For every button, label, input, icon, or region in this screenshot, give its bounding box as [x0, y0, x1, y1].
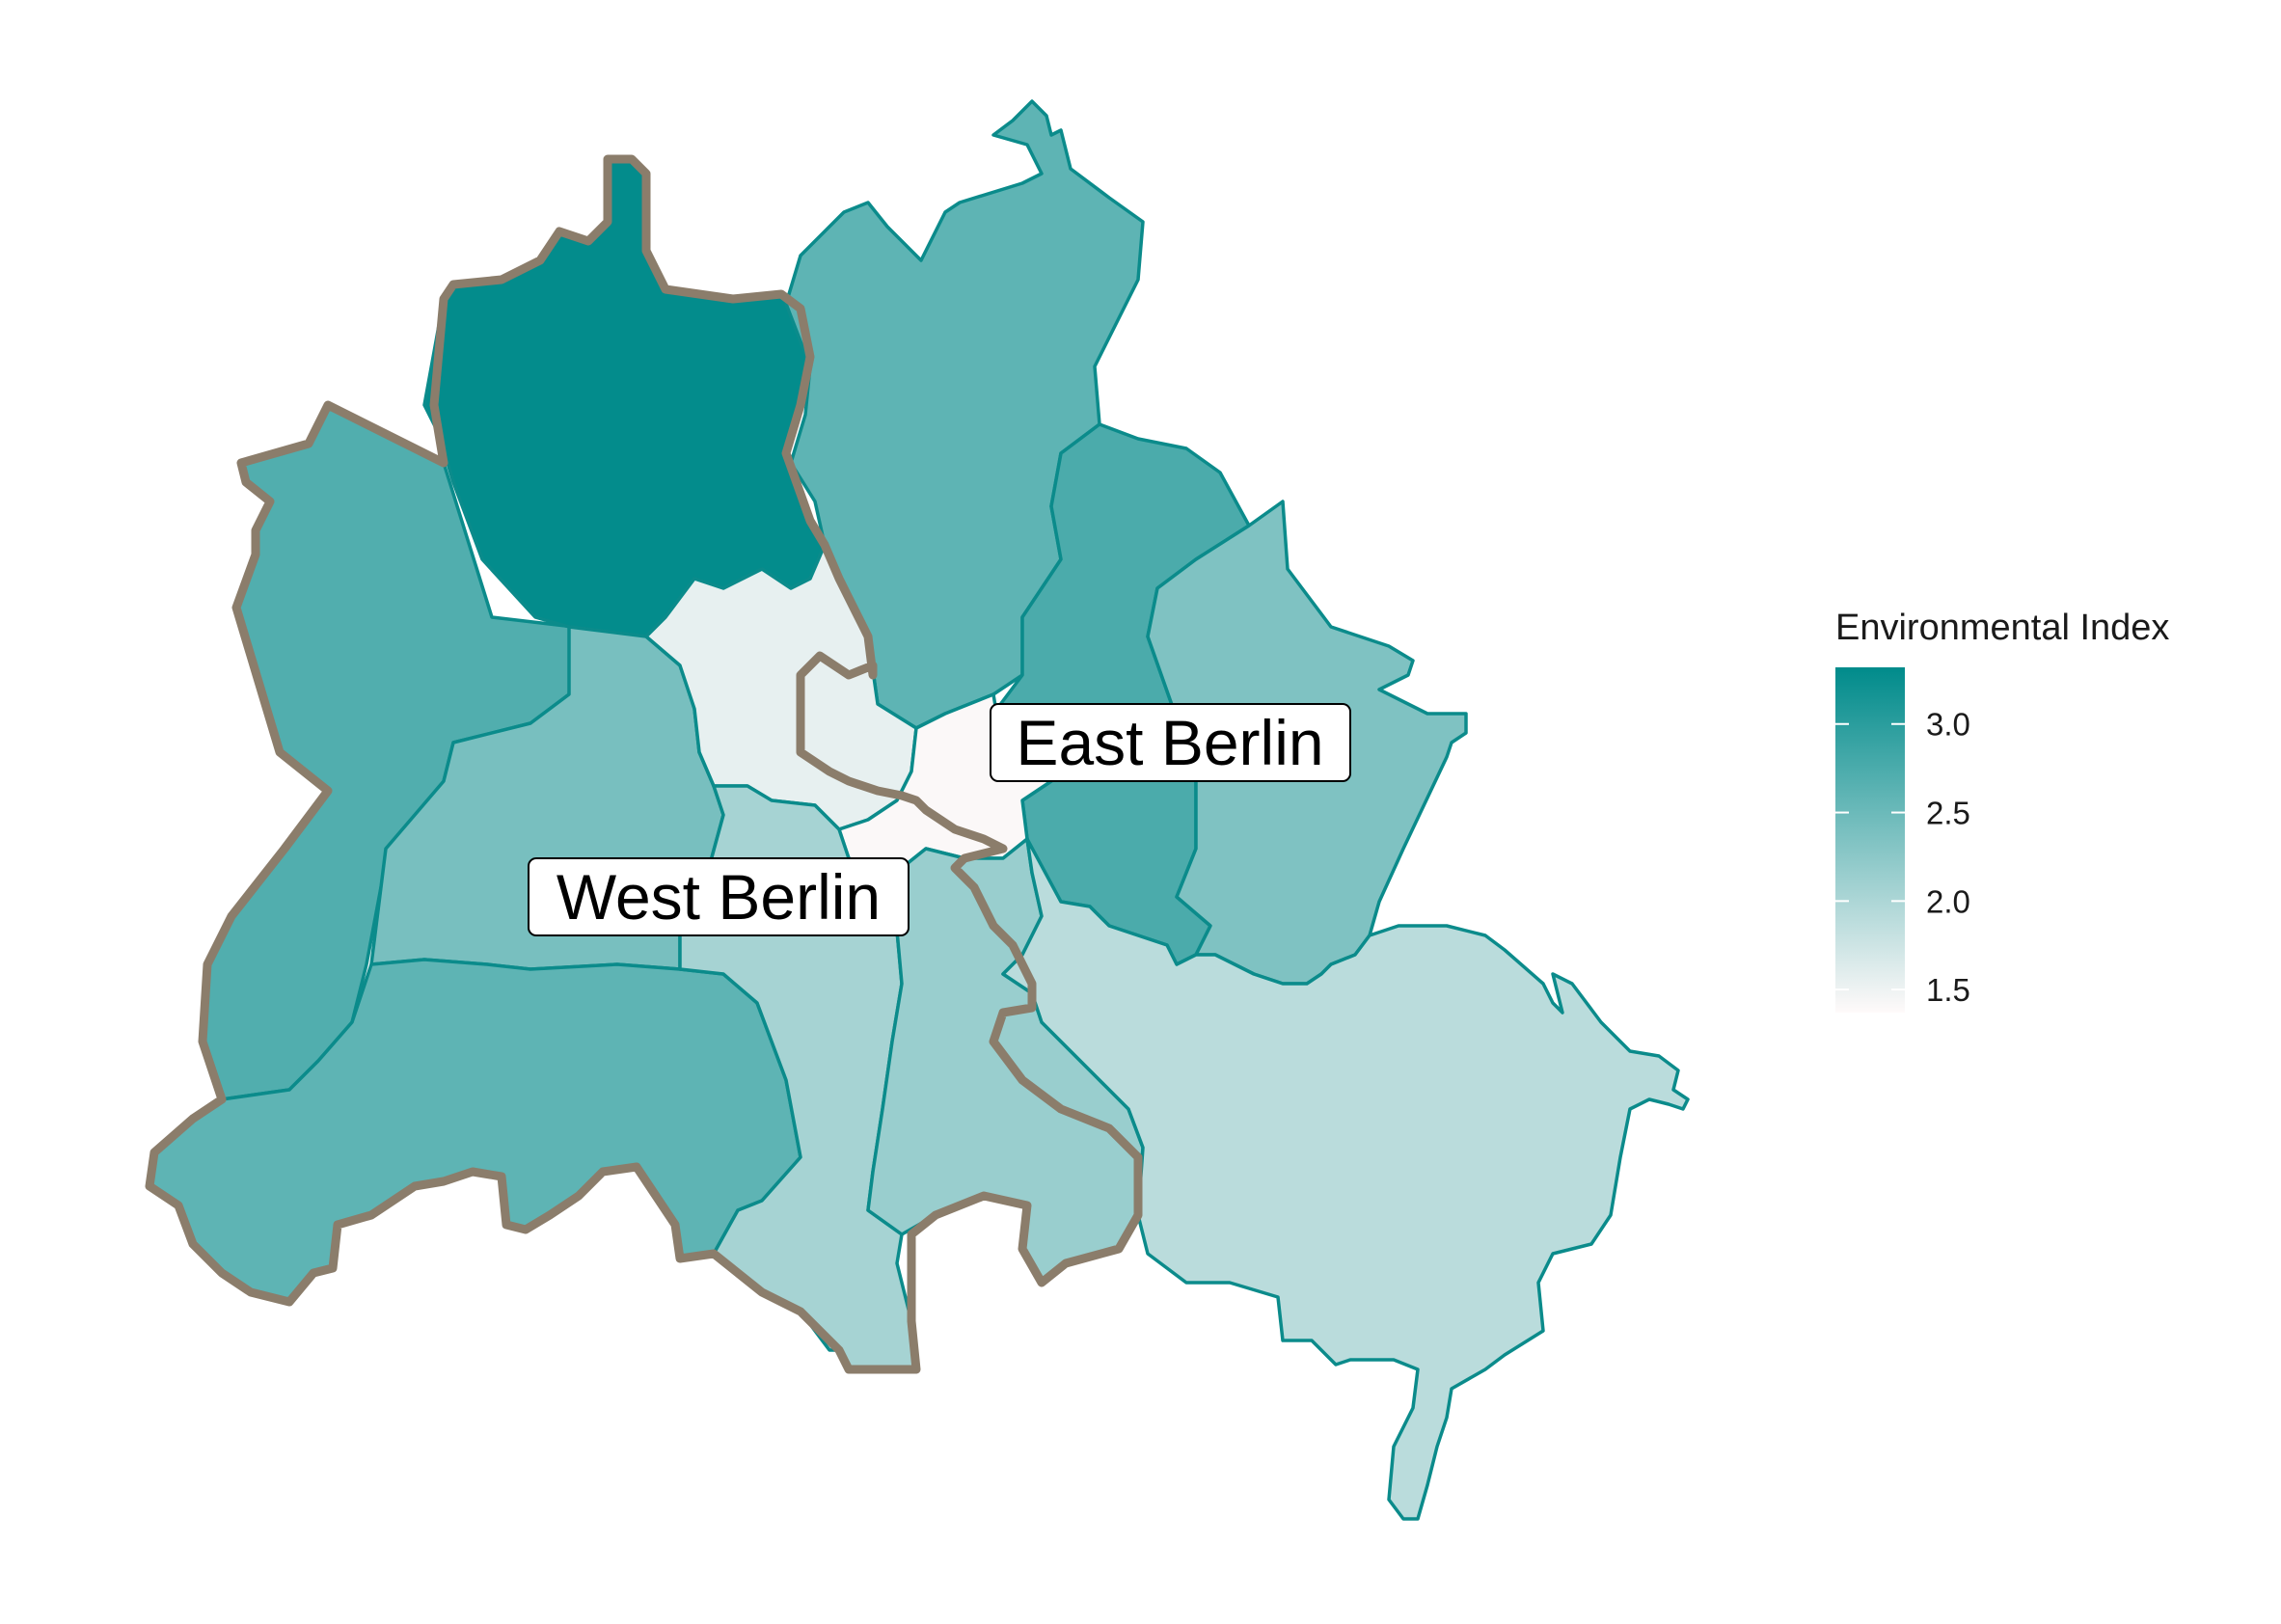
legend-tick-label: 2.5	[1926, 796, 1970, 831]
label-east-berlin: East Berlin	[990, 703, 1351, 782]
district-reinickendorf	[422, 157, 827, 638]
legend-title: Environmental Index	[1835, 608, 2169, 648]
label-west-berlin-text: West Berlin	[557, 861, 881, 933]
label-west-berlin-box	[528, 857, 910, 936]
label-west-berlin: West Berlin	[528, 857, 910, 936]
label-east-berlin-box	[990, 703, 1351, 782]
legend-tick-label: 1.5	[1926, 972, 1970, 1008]
legend-tick-label: 3.0	[1926, 707, 1970, 743]
legend-tick-label: 2.0	[1926, 883, 1970, 919]
legend: Environmental Index 3.0 2.5 2.0 1.5	[1835, 608, 2169, 1013]
districts-layer	[148, 99, 1690, 1521]
legend-colorbar	[1835, 667, 1905, 1013]
legend-ticks: 3.0 2.5 2.0 1.5	[1835, 707, 1970, 1008]
wall-boundary	[145, 154, 1143, 1374]
label-east-berlin-text: East Berlin	[1016, 707, 1323, 778]
district-treptow-koepenick	[1001, 837, 1690, 1521]
